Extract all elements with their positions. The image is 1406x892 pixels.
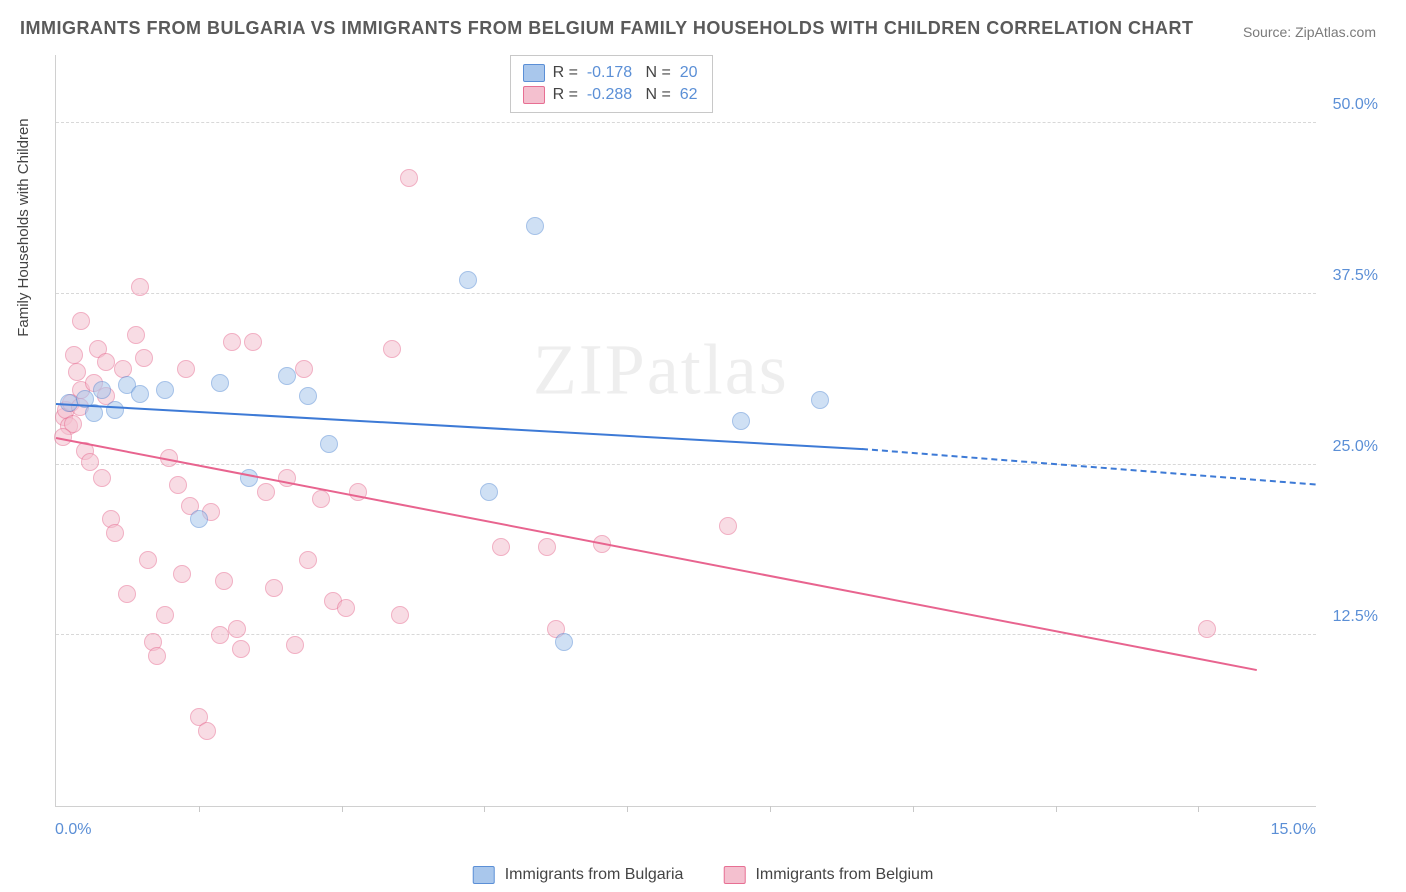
data-point	[190, 510, 208, 528]
legend-swatch	[523, 64, 545, 82]
data-point	[131, 385, 149, 403]
legend-swatch	[523, 86, 545, 104]
vgrid	[342, 806, 343, 812]
plot-region: ZIPatlas 12.5%25.0%37.5%50.0%R = -0.178 …	[55, 55, 1316, 807]
data-point	[139, 551, 157, 569]
hgrid	[56, 634, 1316, 635]
data-point	[526, 217, 544, 235]
legend-swatch	[723, 866, 745, 884]
data-point	[383, 340, 401, 358]
data-point	[177, 360, 195, 378]
vgrid	[770, 806, 771, 812]
chart-area: Family Households with Children ZIPatlas…	[55, 55, 1386, 837]
vgrid	[199, 806, 200, 812]
data-point	[127, 326, 145, 344]
data-point	[719, 517, 737, 535]
data-point	[211, 374, 229, 392]
vgrid	[1056, 806, 1057, 812]
y-tick-label: 37.5%	[1333, 267, 1378, 285]
y-tick-label: 12.5%	[1333, 608, 1378, 626]
data-point	[1198, 620, 1216, 638]
data-point	[232, 640, 250, 658]
watermark: ZIPatlas	[533, 329, 789, 412]
legend-bottom: Immigrants from Bulgaria Immigrants from …	[473, 866, 934, 884]
data-point	[732, 412, 750, 430]
data-point	[337, 599, 355, 617]
data-point	[114, 360, 132, 378]
data-point	[135, 349, 153, 367]
data-point	[312, 490, 330, 508]
data-point	[320, 435, 338, 453]
data-point	[555, 633, 573, 651]
data-point	[811, 391, 829, 409]
data-point	[81, 453, 99, 471]
data-point	[257, 483, 275, 501]
data-point	[391, 606, 409, 624]
data-point	[97, 353, 115, 371]
data-point	[169, 476, 187, 494]
legend-label: Immigrants from Belgium	[755, 866, 933, 884]
x-tick-label: 15.0%	[1271, 821, 1316, 839]
data-point	[240, 469, 258, 487]
data-point	[400, 169, 418, 187]
data-point	[228, 620, 246, 638]
data-point	[244, 333, 262, 351]
x-tick-label: 0.0%	[55, 821, 91, 839]
legend-item: Immigrants from Bulgaria	[473, 866, 684, 884]
data-point	[131, 278, 149, 296]
legend-label: Immigrants from Bulgaria	[505, 866, 684, 884]
data-point	[223, 333, 241, 351]
data-point	[106, 401, 124, 419]
data-point	[156, 606, 174, 624]
data-point	[299, 387, 317, 405]
data-point	[538, 538, 556, 556]
data-point	[459, 271, 477, 289]
vgrid	[913, 806, 914, 812]
data-point	[72, 312, 90, 330]
vgrid	[627, 806, 628, 812]
data-point	[278, 367, 296, 385]
data-point	[118, 585, 136, 603]
source-label: Source: ZipAtlas.com	[1243, 24, 1376, 40]
legend-swatch	[473, 866, 495, 884]
data-point	[480, 483, 498, 501]
vgrid	[484, 806, 485, 812]
hgrid	[56, 464, 1316, 465]
vgrid	[1198, 806, 1199, 812]
trend-line	[862, 448, 1316, 485]
hgrid	[56, 122, 1316, 123]
data-point	[215, 572, 233, 590]
chart-title: IMMIGRANTS FROM BULGARIA VS IMMIGRANTS F…	[20, 18, 1193, 39]
data-point	[106, 524, 124, 542]
legend-row: R = -0.288 N = 62	[523, 84, 698, 106]
data-point	[148, 647, 166, 665]
data-point	[93, 381, 111, 399]
data-point	[68, 363, 86, 381]
data-point	[173, 565, 191, 583]
data-point	[93, 469, 111, 487]
data-point	[65, 346, 83, 364]
data-point	[295, 360, 313, 378]
legend-stat-text: R = -0.288 N = 62	[553, 86, 698, 104]
data-point	[211, 626, 229, 644]
data-point	[198, 722, 216, 740]
legend-row: R = -0.178 N = 20	[523, 62, 698, 84]
data-point	[286, 636, 304, 654]
legend-stats: R = -0.178 N = 20 R = -0.288 N = 62	[510, 55, 713, 113]
data-point	[156, 381, 174, 399]
hgrid	[56, 293, 1316, 294]
y-tick-label: 25.0%	[1333, 438, 1378, 456]
data-point	[299, 551, 317, 569]
data-point	[265, 579, 283, 597]
data-point	[492, 538, 510, 556]
y-axis-title: Family Households with Children	[15, 118, 32, 336]
legend-stat-text: R = -0.178 N = 20	[553, 64, 698, 82]
y-tick-label: 50.0%	[1333, 96, 1378, 114]
legend-item: Immigrants from Belgium	[723, 866, 933, 884]
